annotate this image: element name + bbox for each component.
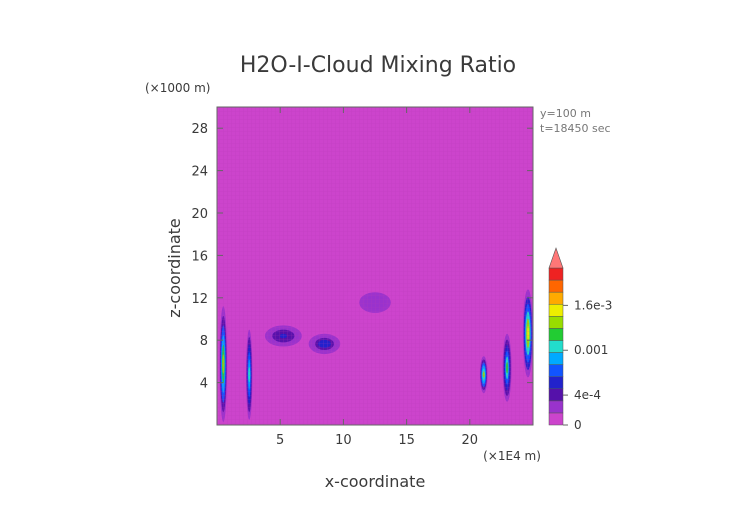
colorbar-tick-label: 1.6e-3 bbox=[574, 298, 612, 312]
plot-frame bbox=[216, 106, 534, 426]
x-axis-label: x-coordinate bbox=[325, 472, 426, 491]
colorbar: 1.6e-3 0.001 4e-4 0 bbox=[548, 247, 612, 432]
y-tick-label: 24 bbox=[191, 165, 208, 180]
colorbar-extend-triangle bbox=[548, 247, 564, 269]
chart-title: H2O-I-Cloud Mixing Ratio bbox=[240, 53, 516, 78]
colorbar-swatch bbox=[548, 328, 564, 341]
y-tick-label: 28 bbox=[191, 122, 208, 137]
colorbar-swatch bbox=[548, 279, 564, 293]
colorbar-swatch bbox=[548, 412, 564, 426]
colorbar-swatch bbox=[548, 267, 564, 281]
y-tick-label: 16 bbox=[191, 249, 208, 264]
y-axis: 4 8 12 16 20 24 28 bbox=[191, 122, 533, 392]
colorbar-tick-label: 0 bbox=[574, 418, 582, 432]
colorbar-swatch bbox=[548, 376, 564, 390]
colorbar-tick-label: 4e-4 bbox=[574, 388, 601, 402]
info-t: t=18450 sec bbox=[540, 122, 611, 135]
colorbar-tick-label: 0.001 bbox=[574, 343, 608, 357]
y-axis-label: z-coordinate bbox=[165, 218, 184, 318]
y-tick-label: 8 bbox=[200, 334, 208, 349]
colorbar-swatch bbox=[548, 303, 564, 317]
x-tick-label: 5 bbox=[276, 433, 284, 448]
colorbar-swatch bbox=[548, 291, 564, 305]
colorbar-swatch bbox=[548, 352, 564, 365]
x-units-label: (×1E4 m) bbox=[483, 449, 541, 463]
colorbar-swatch bbox=[548, 340, 564, 353]
colorbar-swatch bbox=[548, 316, 564, 329]
y-tick-label: 12 bbox=[191, 292, 208, 307]
colorbar-swatch bbox=[548, 388, 564, 402]
x-tick-label: 20 bbox=[462, 433, 479, 448]
x-tick-label: 10 bbox=[335, 433, 352, 448]
z-units-label: (×1000 m) bbox=[145, 81, 210, 95]
model-grid bbox=[217, 107, 533, 425]
info-y: y=100 m bbox=[540, 107, 591, 120]
colorbar-swatch bbox=[548, 364, 564, 377]
x-axis: 5 10 15 20 bbox=[276, 107, 478, 448]
y-tick-label: 4 bbox=[200, 377, 208, 392]
x-tick-label: 15 bbox=[398, 433, 415, 448]
y-tick-label: 20 bbox=[191, 207, 208, 222]
colorbar-swatch bbox=[548, 400, 564, 414]
